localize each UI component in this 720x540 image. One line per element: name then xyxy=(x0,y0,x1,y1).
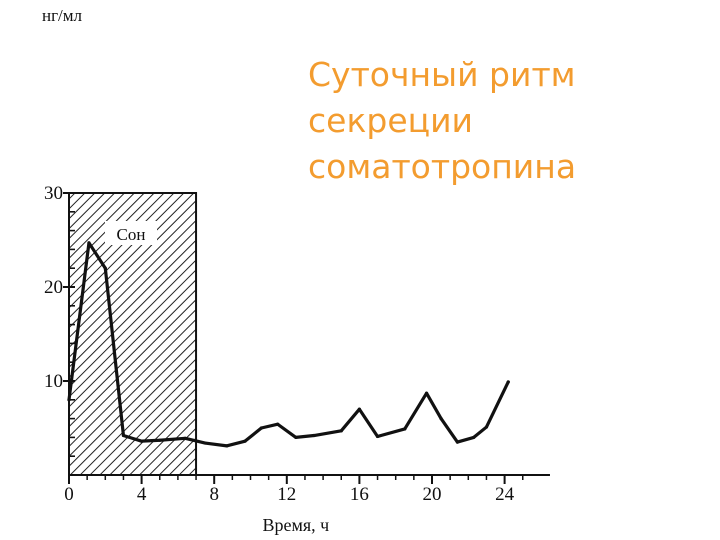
data-point xyxy=(294,435,298,439)
x-tick-label: 4 xyxy=(137,484,147,505)
x-axis-label: Время, ч xyxy=(263,515,330,535)
data-point xyxy=(183,436,187,440)
data-point xyxy=(158,438,162,442)
sleep-region-label: Сон xyxy=(117,225,146,244)
data-point xyxy=(259,426,263,430)
data-point xyxy=(472,435,476,439)
data-point xyxy=(203,441,207,445)
data-point xyxy=(67,398,71,402)
data-point xyxy=(484,425,489,429)
x-tick-label: 8 xyxy=(209,484,219,505)
heading-line-1: Суточный ритм xyxy=(308,55,576,94)
sleep-label-box xyxy=(105,221,157,245)
heading-line-3: соматотропина xyxy=(308,147,577,186)
data-point xyxy=(312,433,316,438)
data-point xyxy=(506,380,510,384)
data-point xyxy=(403,427,407,431)
x-tick-label: 20 xyxy=(423,484,442,505)
x-tick-label: 16 xyxy=(350,484,369,505)
y-tick-label: 10 xyxy=(44,371,63,392)
y-axis-label: нг/мл xyxy=(42,6,83,25)
data-point xyxy=(439,417,443,421)
data-point xyxy=(225,444,229,448)
data-point xyxy=(357,407,361,411)
data-point xyxy=(375,434,380,439)
x-tick-label: 0 xyxy=(64,484,74,505)
data-point xyxy=(103,266,107,270)
data-point xyxy=(455,440,460,444)
data-point xyxy=(243,439,247,443)
data-point xyxy=(87,241,91,245)
series-line xyxy=(67,241,510,448)
data-point xyxy=(121,433,126,438)
y-tick-label: 20 xyxy=(44,277,63,298)
data-point xyxy=(140,439,144,443)
data-point xyxy=(424,391,429,395)
chart-heading: Суточный ритм секреции соматотропина xyxy=(308,52,708,190)
y-tick-label: 30 xyxy=(44,183,63,204)
x-tick-label: 24 xyxy=(495,484,515,505)
heading-line-2: секреции xyxy=(308,101,473,140)
data-point xyxy=(339,429,343,433)
x-tick-label: 12 xyxy=(277,484,296,505)
data-point xyxy=(276,422,280,426)
